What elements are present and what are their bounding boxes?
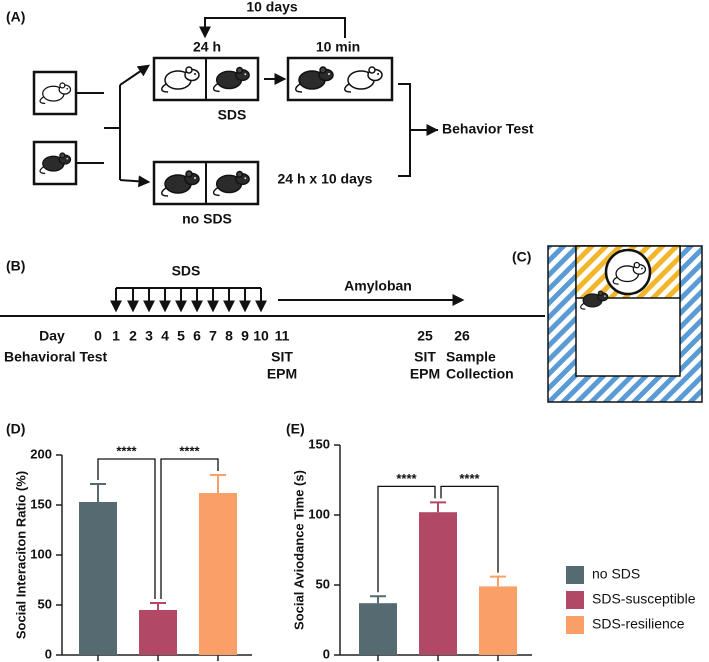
day-label: 9 — [241, 328, 249, 344]
panel-a: (A) 10 days 24 h 10 min SDS no SDS 24 h … — [6, 0, 534, 227]
error-bar — [430, 501, 446, 513]
day-label: 0 — [94, 328, 102, 344]
housing-label: 24 h — [193, 39, 221, 55]
significance-bracket — [377, 485, 436, 593]
error-bar — [210, 474, 226, 493]
arrow — [119, 64, 150, 86]
baseline-label: Behavioral Test — [4, 349, 108, 365]
interval-label: 10 days — [246, 0, 298, 15]
loop-arrow — [199, 17, 346, 39]
sample-label: Sample — [446, 349, 496, 365]
bar — [419, 512, 457, 655]
y-tick-label: 50 — [316, 576, 330, 591]
panel-label: (C) — [512, 249, 531, 265]
error-bar — [90, 483, 106, 502]
legend-swatch — [566, 566, 584, 584]
legend-swatch — [566, 616, 584, 634]
y-tick-label: 100 — [308, 506, 330, 521]
y-axis-label: Social Aviodance Time (s) — [291, 470, 306, 630]
day-label: 6 — [193, 328, 201, 344]
y-tick-label: 50 — [38, 596, 52, 611]
exposure-label: 10 min — [316, 39, 360, 55]
panel-label: (E) — [286, 421, 305, 437]
duration-label: 24 h x 10 days — [278, 171, 373, 187]
sample-label: Collection — [446, 366, 514, 382]
error-bar — [370, 595, 386, 604]
y-tick-label: 150 — [30, 496, 52, 511]
day-label: 1 — [112, 328, 120, 344]
y-axis-label: Social Interaciton Ratio (%) — [13, 471, 28, 639]
treatment-label: Amyloban — [344, 278, 412, 294]
significance-bracket — [97, 458, 156, 599]
legend-label: no SDS — [592, 566, 640, 582]
legend-swatch — [566, 591, 584, 609]
y-tick-label: 0 — [45, 646, 52, 661]
day-label: 5 — [177, 328, 185, 344]
significance-bracket — [160, 458, 219, 599]
no-sds-label: no SDS — [182, 211, 232, 227]
day-label: Day — [39, 328, 65, 344]
test-label: EPM — [267, 366, 297, 382]
arrow — [119, 175, 151, 188]
y-tick-label: 100 — [30, 546, 52, 561]
panel-label: (B) — [6, 258, 25, 274]
significance-label: **** — [459, 471, 480, 486]
test-label: SIT — [271, 349, 293, 365]
day-label: 8 — [225, 328, 233, 344]
significance-label: **** — [396, 471, 417, 486]
test-label: SIT — [414, 349, 436, 365]
y-tick-label: 200 — [30, 446, 52, 461]
panel-label: (D) — [6, 421, 25, 437]
legend: no SDS SDS-susceptible SDS-resilience — [566, 566, 696, 634]
day-label: 3 — [145, 328, 153, 344]
branch-lines — [76, 85, 121, 180]
test-label: EPM — [410, 366, 440, 382]
sds-label: SDS — [172, 263, 201, 279]
significance-label: **** — [179, 443, 200, 458]
day-label: 7 — [209, 328, 217, 344]
significance-bracket — [440, 485, 499, 573]
error-bar — [490, 575, 506, 587]
panel-label: (A) — [6, 9, 25, 25]
panel-c: (C) — [512, 245, 703, 403]
bar — [479, 586, 517, 655]
outcome-label: Behavior Test — [442, 121, 534, 137]
bar — [79, 502, 117, 655]
day-label: 25 — [417, 328, 433, 344]
day-label: 2 — [129, 328, 137, 344]
bar — [359, 603, 397, 655]
day-label: 26 — [454, 328, 470, 344]
significance-label: **** — [116, 443, 137, 458]
bar — [139, 610, 177, 655]
legend-label: SDS-resilience — [592, 616, 685, 632]
day-label: 4 — [161, 328, 169, 344]
sds-label: SDS — [218, 107, 247, 123]
bar — [199, 493, 237, 655]
day-label: 11 — [275, 328, 290, 344]
error-bar — [150, 602, 166, 610]
day-label: 10 — [253, 328, 269, 344]
legend-label: SDS-susceptible — [592, 591, 696, 607]
y-tick-label: 150 — [308, 436, 330, 451]
y-tick-label: 0 — [323, 646, 330, 661]
